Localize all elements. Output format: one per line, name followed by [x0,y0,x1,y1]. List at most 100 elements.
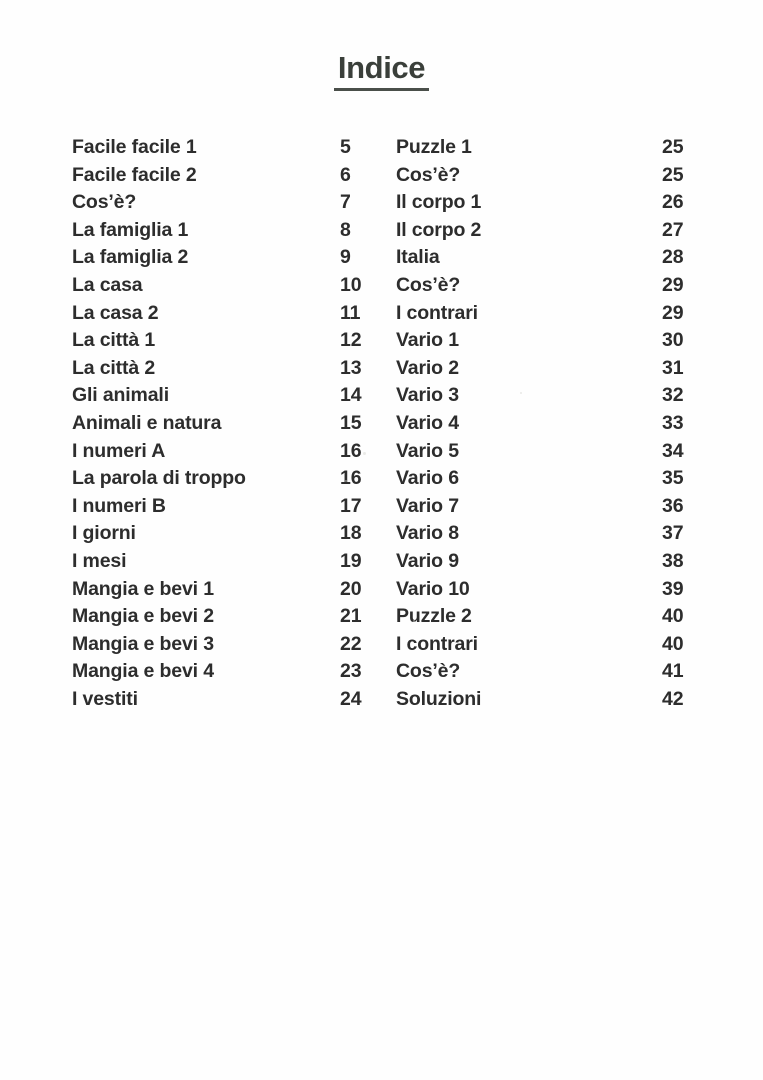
toc-entry-page-left: 5 [340,136,351,158]
toc-entry-title-right[interactable]: Soluzioni [396,687,482,710]
toc-entry-title-left[interactable]: La casa 2 [72,301,159,324]
toc-entry-title-left[interactable]: La città 2 [72,356,156,379]
toc-entry-title-left[interactable]: La parola di troppo [72,467,246,490]
toc-entry-title-left[interactable]: I numeri A [72,439,166,462]
toc-entry-title-right[interactable]: Vario 8 [396,522,459,545]
toc-entry-title-right[interactable]: Puzzle 1 [396,136,472,158]
toc-entry-page-left: 10 [340,273,362,296]
toc-entry-title-left[interactable]: Facile facile 2 [72,163,197,186]
toc-entry-page-right: 31 [662,356,684,379]
toc-entry-title-right[interactable]: Cos’è? [396,163,461,186]
table-of-contents: Facile facile 1 5 Puzzle 1 25 Facile facile … [0,134,763,713]
toc-entry-title-left[interactable]: Mangia e bevi 3 [72,632,214,655]
toc-row: Mangia e bevi 1 20 Vario 10 39 [0,576,763,604]
toc-entry-title-left[interactable]: Facile facile 1 [72,136,197,158]
toc-entry-title-right[interactable]: Vario 2 [396,356,459,379]
toc-entry-page-left: 19 [340,549,362,572]
scan-speck [363,452,366,455]
toc-entry-title-right[interactable]: Cos’è? [396,660,461,683]
toc-entry-title-left[interactable]: I numeri B [72,494,166,517]
toc-entry-title-left[interactable]: I vestiti [72,687,138,710]
toc-entry-page-left: 16 [340,467,362,490]
toc-entry-title-right[interactable]: Vario 6 [396,467,459,490]
toc-entry-page-left: 18 [340,522,362,545]
scan-speck [345,480,347,482]
toc-entry-page-right: 34 [662,439,684,462]
toc-entry-page-right: 28 [662,246,684,269]
toc-entry-page-right: 35 [662,467,684,490]
toc-entry-title-right[interactable]: Il corpo 1 [396,191,482,214]
toc-entry-page-right: 41 [662,660,684,683]
toc-entry-title-left[interactable]: Mangia e bevi 1 [72,577,214,600]
toc-entry-title-right[interactable]: Vario 3 [396,384,459,407]
toc-entry-title-left[interactable]: I mesi [72,549,127,572]
toc-entry-title-left[interactable]: Cos’è? [72,191,137,214]
toc-row: I mesi 19 Vario 9 38 [0,548,763,576]
toc-entry-title-right[interactable]: Vario 1 [396,329,459,352]
toc-row: I numeri A 16 Vario 5 34 [0,438,763,466]
toc-entry-page-left: 21 [340,605,362,628]
toc-row: Facile facile 1 5 Puzzle 1 25 [0,134,763,162]
toc-row: Mangia e bevi 4 23 Cos’è? 41 [0,658,763,686]
toc-entry-page-left: 23 [340,660,362,683]
toc-row: La famiglia 1 8 Il corpo 2 27 [0,217,763,245]
toc-entry-page-left: 8 [340,218,351,241]
toc-entry-title-left[interactable]: La città 1 [72,329,156,352]
toc-entry-page-left: 11 [340,301,361,324]
toc-entry-page-right: 40 [662,632,684,655]
toc-row: Animali e natura 15 Vario 4 33 [0,410,763,438]
toc-entry-title-right[interactable]: Vario 5 [396,439,459,462]
toc-row: I giorni 18 Vario 8 37 [0,520,763,548]
toc-entry-title-left[interactable]: La famiglia 1 [72,218,189,241]
toc-entry-page-left: 9 [340,246,351,269]
toc-entry-page-right: 36 [662,494,684,517]
toc-entry-title-right[interactable]: Il corpo 2 [396,218,482,241]
toc-entry-page-right: 30 [662,329,684,352]
toc-row: Mangia e bevi 2 21 Puzzle 2 40 [0,603,763,631]
toc-entry-title-right[interactable]: I contrari [396,632,478,655]
toc-entry-page-left: 13 [340,356,362,379]
toc-entry-title-right[interactable]: Vario 10 [396,577,470,600]
toc-entry-page-left: 7 [340,191,351,214]
toc-entry-title-left[interactable]: La casa [72,273,143,296]
toc-entry-title-right[interactable]: I contrari [396,301,478,324]
toc-entry-page-right: 25 [662,136,684,158]
toc-entry-page-left: 22 [340,632,362,655]
toc-entry-page-left: 17 [340,494,362,517]
toc-entry-page-right: 29 [662,301,684,324]
toc-entry-page-right: 39 [662,577,684,600]
toc-entry-page-left: 16 [340,439,362,462]
toc-entry-page-right: 38 [662,549,684,572]
toc-entry-page-left: 24 [340,687,362,710]
toc-entry-title-right[interactable]: Cos’è? [396,273,461,296]
page-title-text: Indice [333,51,430,91]
toc-row: La parola di troppo 16 Vario 6 35 [0,465,763,493]
toc-row: La città 2 13 Vario 2 31 [0,355,763,383]
toc-row: La casa 2 11 I contrari 29 [0,300,763,328]
toc-entry-page-right: 27 [662,218,684,241]
toc-row: La famiglia 2 9 Italia 28 [0,244,763,272]
toc-row: Gli animali 14 Vario 3 32 [0,382,763,410]
toc-row: La casa 10 Cos’è? 29 [0,272,763,300]
toc-entry-title-right[interactable]: Vario 7 [396,494,459,517]
toc-row: Mangia e bevi 3 22 I contrari 40 [0,631,763,659]
scan-speck [413,620,415,622]
toc-entry-title-left[interactable]: Mangia e bevi 4 [72,660,214,683]
toc-entry-title-right[interactable]: Vario 9 [396,549,459,572]
page-title: Indice [0,50,763,91]
toc-entry-title-left[interactable]: I giorni [72,522,136,545]
toc-entry-title-right[interactable]: Puzzle 2 [396,605,472,628]
toc-entry-title-left[interactable]: La famiglia 2 [72,246,189,269]
toc-entry-page-left: 14 [340,384,362,407]
toc-row: Cos’è? 7 Il corpo 1 26 [0,189,763,217]
scan-speck [520,392,522,394]
toc-entry-title-left[interactable]: Mangia e bevi 2 [72,605,214,628]
toc-entry-title-right[interactable]: Italia [396,246,440,269]
toc-entry-title-right[interactable]: Vario 4 [396,411,459,434]
toc-entry-title-left[interactable]: Animali e natura [72,411,222,434]
toc-entry-page-right: 40 [662,605,684,628]
toc-entry-title-left[interactable]: Gli animali [72,384,169,407]
toc-entry-page-right: 29 [662,273,684,296]
toc-entry-page-right: 33 [662,411,684,434]
